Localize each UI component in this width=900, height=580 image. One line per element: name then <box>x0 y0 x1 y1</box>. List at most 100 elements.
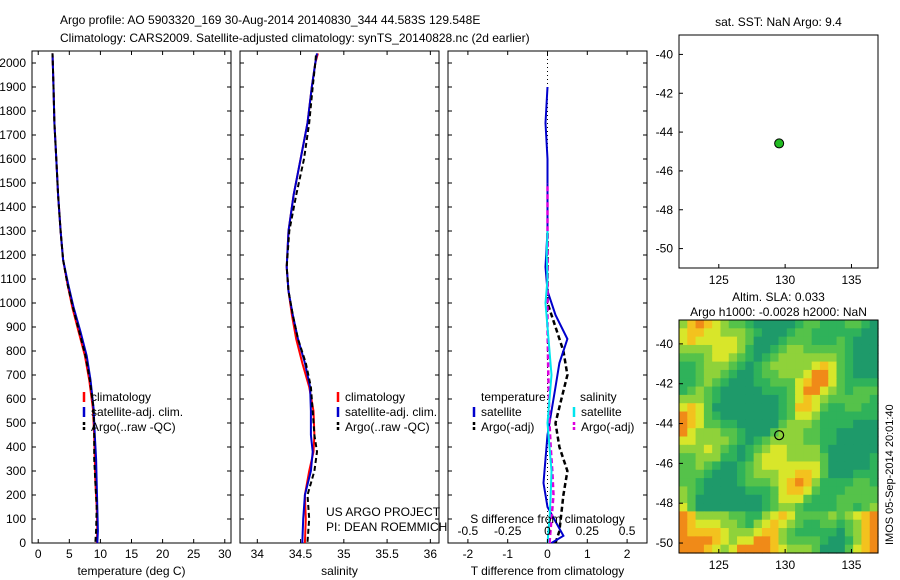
sla-heatmap-cell <box>778 503 788 512</box>
sla-heatmap-cell <box>869 378 879 388</box>
sla-heatmap-cell <box>836 394 846 404</box>
sla-heatmap-cell <box>737 461 746 471</box>
difference-x-tick-label: 0 <box>544 547 551 561</box>
sla-heatmap-cell <box>869 486 879 496</box>
sla-heatmap-cell <box>720 428 730 438</box>
sla-heatmap-cell <box>786 469 796 479</box>
sla-heatmap-cell <box>728 503 738 512</box>
sla-heatmap-cell <box>770 436 780 446</box>
sla-heatmap-cell <box>778 494 788 504</box>
sla-heatmap-cell <box>695 336 705 346</box>
sla-heatmap-cell <box>745 336 755 346</box>
sla-heatmap-cell <box>679 544 688 554</box>
sla-heatmap-cell <box>811 419 821 429</box>
sla-heatmap-cell <box>745 320 755 329</box>
sla-heatmap-cell <box>803 411 813 421</box>
sla-heatmap-cell <box>712 486 722 496</box>
sla-heatmap-cell <box>720 503 730 512</box>
sla-heatmap-cell <box>679 444 688 454</box>
sla-heatmap-cell <box>720 320 730 329</box>
argo-position-marker <box>774 138 785 149</box>
sla-heatmap-cell <box>836 494 846 504</box>
sla-heatmap-cell <box>853 503 863 512</box>
sla-heatmap-cell <box>836 344 846 354</box>
sla-heatmap-cell <box>737 419 746 429</box>
sla-heatmap-cell <box>737 320 746 329</box>
sla-heatmap-cell <box>828 453 838 463</box>
difference-x-tick-label: 1 <box>584 547 591 561</box>
sla-heatmap-cell <box>728 369 738 379</box>
sla-heatmap-cell <box>720 403 730 413</box>
sla-heatmap-cell <box>695 344 705 354</box>
sla-heatmap-cell <box>753 461 763 471</box>
sla-heatmap-cell <box>679 394 688 404</box>
sla-heatmap-cell <box>703 494 713 504</box>
sla-heatmap-cell <box>695 536 705 546</box>
temperature-y-tick-label: 1600 <box>0 152 26 166</box>
sla-heatmap-cell <box>853 378 863 388</box>
temperature-x-tick-label: 10 <box>94 547 108 561</box>
sla-heatmap-cell <box>778 378 788 388</box>
sla-heatmap-cell <box>728 486 738 496</box>
sla-heatmap-cell <box>869 436 879 446</box>
sla-heatmap-cell <box>819 403 829 413</box>
sla-heatmap-cell <box>737 369 746 379</box>
sla-heatmap-cell <box>695 320 705 329</box>
salinity-argo-line <box>285 53 319 542</box>
temperature-argo-line <box>51 53 98 542</box>
sla-heatmap-cell <box>703 403 713 413</box>
sla-heatmap-cell <box>828 394 838 404</box>
sla-heatmap-cell <box>861 453 871 463</box>
sla-heatmap-cell <box>786 494 796 504</box>
sla-heatmap-cell <box>703 328 713 338</box>
sla-heatmap-cell <box>844 386 854 396</box>
sla-heatmap-cell <box>770 403 780 413</box>
sla-heatmap-cell <box>778 519 788 529</box>
sla-heatmap-cell <box>687 411 697 421</box>
sla-heatmap-cell <box>703 386 713 396</box>
sla-heatmap-cell <box>811 428 821 438</box>
sla-heatmap-cell <box>803 394 813 404</box>
temperature-y-tick-label: 1400 <box>0 200 26 214</box>
sla-heatmap-cell <box>795 494 804 504</box>
sla-heatmap-cell <box>703 536 713 546</box>
sla-heatmap-cell <box>786 536 796 546</box>
sla-heatmap-cell <box>836 528 846 537</box>
temperature-y-tick-label: 300 <box>6 464 26 478</box>
sla-heatmap-cell <box>770 461 780 471</box>
sla-heatmap-cell <box>695 428 705 438</box>
sla-heatmap-cell <box>861 344 871 354</box>
temperature-x-tick-label: 20 <box>156 547 170 561</box>
sla-heatmap-cell <box>869 528 879 537</box>
sla-heatmap-cell <box>712 369 722 379</box>
sla-heatmap-cell <box>712 386 722 396</box>
salinity-satellite-line <box>285 53 318 544</box>
sla-heatmap-cell <box>737 544 746 554</box>
sla-heatmap-cell <box>836 428 846 438</box>
sla-heatmap-cell <box>770 428 780 438</box>
sla-heatmap-cell <box>712 469 722 479</box>
sla-heatmap-cell <box>745 453 755 463</box>
sla-heatmap-cell <box>861 369 871 379</box>
sla-heatmap-cell <box>737 361 746 371</box>
sla-heatmap-cell <box>737 386 746 396</box>
difference-salinity-legend-label: satellite <box>581 405 622 419</box>
sla-heatmap-cell <box>819 353 829 363</box>
temperature-satellite-line <box>51 53 99 544</box>
sla-heatmap-cell <box>803 436 813 446</box>
sla-heatmap-cell <box>836 519 846 529</box>
sla-heatmap-cell <box>811 320 821 329</box>
sla-heatmap-cell <box>679 453 688 463</box>
sla-heatmap-cell <box>828 461 838 471</box>
sla-heatmap-cell <box>745 469 755 479</box>
sla-heatmap-cell <box>869 369 879 379</box>
sla-heatmap-cell <box>753 361 763 371</box>
sla-heatmap-cell <box>803 453 813 463</box>
sla-heatmap-cell <box>770 444 780 454</box>
sla-heatmap-cell <box>819 536 829 546</box>
sla-heatmap-cell <box>869 469 879 479</box>
sla-heatmap-cell <box>728 361 738 371</box>
sla-heatmap-cell <box>836 353 846 363</box>
sla-heatmap-cell <box>869 344 879 354</box>
sla-heatmap-cell <box>853 320 863 329</box>
